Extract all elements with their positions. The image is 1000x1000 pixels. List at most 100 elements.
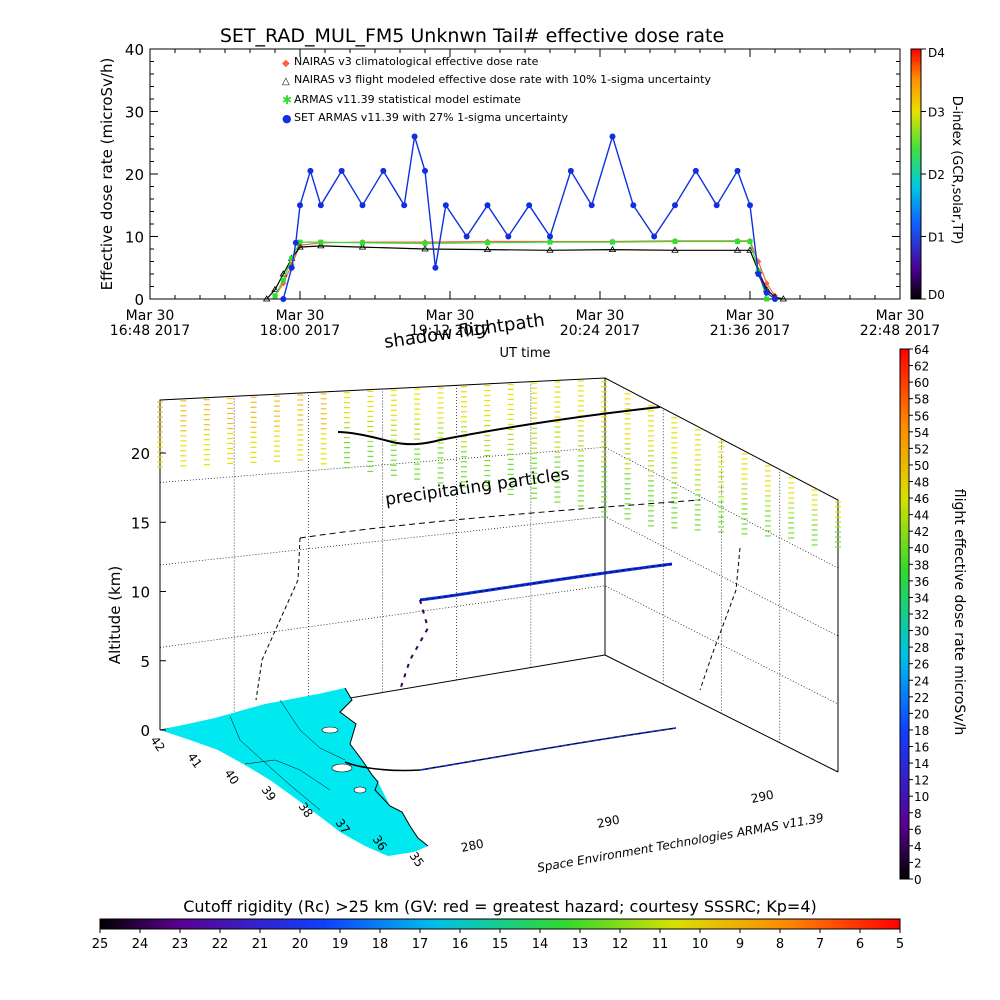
data-point bbox=[484, 202, 491, 209]
colorbar-tick-label: 40 bbox=[914, 542, 929, 556]
y-axis: 0 10 20 30 40 bbox=[125, 41, 900, 309]
colorbar-tick-label: 26 bbox=[914, 658, 929, 672]
series-line bbox=[274, 240, 776, 297]
colorbar-tick-label: 52 bbox=[914, 442, 929, 456]
data-point bbox=[358, 243, 367, 250]
data-point bbox=[763, 289, 770, 296]
longitude-tick-label: 290 bbox=[750, 787, 775, 805]
colorbar-tick-label: 20 bbox=[292, 937, 309, 952]
y-tick-label: 20 bbox=[125, 166, 144, 184]
dose-rate-colorbar-label: flight effective dose rate microSv/h bbox=[951, 489, 967, 735]
data-point bbox=[442, 202, 449, 209]
ascent-trace bbox=[399, 599, 430, 691]
altitude-tick-label: 20 bbox=[131, 445, 150, 463]
altitude-gridline bbox=[159, 446, 839, 569]
data-point bbox=[401, 202, 408, 209]
y-tick-label: 30 bbox=[125, 104, 144, 122]
series-line bbox=[266, 245, 784, 300]
colorbar-tick-label: 21 bbox=[252, 937, 269, 952]
altitude-gridline bbox=[159, 516, 839, 637]
data-point bbox=[338, 167, 345, 174]
data-point bbox=[485, 240, 490, 246]
colorbar-tick-label: 16 bbox=[914, 741, 929, 755]
colorbar-tick-label: 64 bbox=[914, 343, 929, 357]
data-point bbox=[692, 167, 699, 174]
x-tick-label: 20:24 2017 bbox=[560, 323, 640, 339]
colorbar-tick-label: D2 bbox=[928, 168, 945, 182]
colorbar-tick-label: 19 bbox=[332, 937, 349, 952]
colorbar-tick-label: 8 bbox=[776, 937, 784, 952]
data-point bbox=[296, 243, 304, 250]
data-point bbox=[651, 233, 658, 240]
y-tick-label: 10 bbox=[125, 229, 144, 247]
x-tick-label: Mar 30 bbox=[576, 308, 625, 324]
colorbar-tick-label: 50 bbox=[914, 459, 929, 473]
data-point bbox=[588, 202, 595, 209]
data-point bbox=[289, 255, 295, 261]
legend-entry: ● SET ARMAS v11.39 with 27% 1-sigma unce… bbox=[282, 111, 568, 125]
colorbar-tick-label: 12 bbox=[914, 774, 929, 788]
coastline-map bbox=[160, 687, 429, 856]
colorbar-tick-label: 10 bbox=[692, 937, 709, 952]
colorbar-tick-label: 13 bbox=[572, 937, 589, 952]
data-point bbox=[671, 246, 679, 253]
legend-label: NAIRAS v3 flight modeled effective dose … bbox=[294, 73, 711, 86]
dropline-right bbox=[699, 547, 741, 691]
colorbar-tick-label: 18 bbox=[372, 937, 389, 952]
data-point bbox=[547, 233, 553, 240]
x-tick-label: Mar 30 bbox=[426, 308, 475, 324]
data-point bbox=[297, 239, 303, 245]
state-borders bbox=[244, 759, 331, 791]
data-point bbox=[734, 167, 741, 174]
colorbar-tick-label: 62 bbox=[914, 360, 929, 374]
data-point bbox=[547, 239, 553, 245]
x-tick-label: Mar 30 bbox=[726, 308, 775, 324]
colorbar-tick-label: 10 bbox=[914, 790, 929, 804]
coastline bbox=[339, 687, 429, 847]
flight-path bbox=[255, 406, 741, 772]
altitude-tick-label: 10 bbox=[131, 584, 150, 602]
longitude-tick-label: 280 bbox=[460, 836, 485, 854]
altitude-axis-label: Altitude (km) bbox=[106, 566, 124, 664]
data-point bbox=[463, 233, 470, 240]
colorbar-tick-label: 7 bbox=[816, 937, 824, 952]
dose-rate-colorbar bbox=[899, 348, 910, 880]
data-point bbox=[672, 239, 678, 244]
flight-path-altitude-projected bbox=[419, 563, 673, 601]
data-point bbox=[483, 245, 492, 253]
colorbar-tick-label: 28 bbox=[914, 641, 929, 655]
y-tick-label: 40 bbox=[125, 41, 144, 59]
colorbar-tick-label: 34 bbox=[914, 591, 929, 605]
shadow-flightpath-blue bbox=[419, 727, 677, 771]
data-point bbox=[630, 202, 637, 209]
data-point bbox=[432, 264, 439, 271]
colorbar-tick-label: 2 bbox=[914, 856, 922, 870]
colorbar-tick-label: D3 bbox=[928, 106, 945, 120]
dose-rate-curtain bbox=[157, 380, 841, 548]
latitude-tick-label: 42 bbox=[148, 734, 168, 755]
bay bbox=[331, 763, 353, 773]
data-point bbox=[272, 293, 278, 299]
colorbar-tick-label: 56 bbox=[914, 409, 929, 423]
x-tick-label: 16:48 2017 bbox=[110, 323, 190, 339]
x-tick-label: Mar 30 bbox=[126, 308, 175, 324]
colorbar-tick-label: 46 bbox=[914, 492, 929, 506]
colorbar-tick-label: 24 bbox=[132, 937, 149, 952]
data-point bbox=[279, 270, 288, 277]
colorbar-tick-label: 22 bbox=[914, 691, 929, 705]
legend: ◆ NAIRAS v3 climatological effective dos… bbox=[282, 55, 711, 125]
data-point bbox=[317, 202, 324, 209]
longitude-axis-ticks: 280 290 290 bbox=[460, 787, 775, 854]
legend-label: ARMAS v11.39 statistical model estimate bbox=[294, 93, 521, 106]
dose-rate-colorbar-ticks: 0246810121416182022242628303234363840424… bbox=[909, 343, 929, 887]
cutoff-rigidity-title: Cutoff rigidity (Rc) >25 km (GV: red = g… bbox=[183, 897, 817, 916]
altitude-tick-label: 5 bbox=[140, 653, 150, 671]
d-index-colorbar-ticks: D4 D3 D2 D1 D0 bbox=[921, 46, 945, 302]
data-point bbox=[411, 133, 418, 140]
data-point bbox=[422, 240, 428, 246]
data-point bbox=[779, 295, 788, 302]
colorbar-tick-label: D4 bbox=[928, 46, 945, 60]
data-point bbox=[422, 167, 428, 174]
data-point bbox=[747, 239, 753, 244]
